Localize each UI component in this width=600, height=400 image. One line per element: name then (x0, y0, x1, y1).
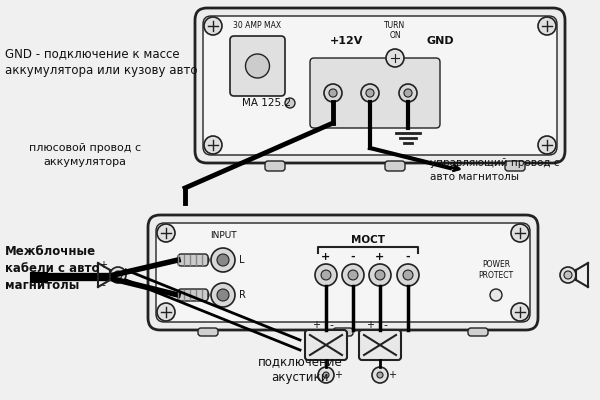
Text: -: - (350, 252, 355, 262)
Circle shape (372, 367, 388, 383)
FancyBboxPatch shape (305, 330, 347, 360)
Circle shape (114, 271, 122, 279)
FancyBboxPatch shape (198, 328, 218, 336)
Text: +: + (312, 320, 320, 330)
FancyBboxPatch shape (156, 223, 530, 322)
Circle shape (511, 224, 529, 242)
Circle shape (315, 264, 337, 286)
Circle shape (157, 224, 175, 242)
FancyBboxPatch shape (359, 330, 401, 360)
Text: управляющий провод с
авто магнитолы: управляющий провод с авто магнитолы (430, 158, 560, 182)
Text: +: + (99, 260, 107, 270)
FancyBboxPatch shape (230, 36, 285, 96)
Circle shape (560, 267, 576, 283)
Circle shape (217, 254, 229, 266)
Circle shape (564, 271, 572, 279)
Circle shape (342, 264, 364, 286)
Circle shape (329, 89, 337, 97)
Circle shape (511, 303, 529, 321)
Circle shape (348, 270, 358, 280)
FancyBboxPatch shape (195, 8, 565, 163)
Circle shape (204, 136, 222, 154)
Text: +: + (366, 320, 374, 330)
FancyBboxPatch shape (505, 161, 525, 171)
Text: +12V: +12V (331, 36, 364, 46)
Text: POWER
PROTECT: POWER PROTECT (478, 260, 514, 280)
Circle shape (386, 49, 404, 67)
Circle shape (404, 89, 412, 97)
Text: +: + (322, 252, 331, 262)
Text: -: - (383, 320, 387, 330)
Text: INPUT: INPUT (209, 231, 236, 240)
Circle shape (110, 267, 126, 283)
FancyBboxPatch shape (178, 289, 208, 301)
Text: GND: GND (426, 36, 454, 46)
Text: 30 AMP MAX: 30 AMP MAX (233, 21, 281, 30)
Circle shape (211, 283, 235, 307)
Circle shape (217, 289, 229, 301)
Circle shape (397, 264, 419, 286)
Text: TURN
ON: TURN ON (385, 20, 406, 40)
Circle shape (321, 270, 331, 280)
Circle shape (157, 303, 175, 321)
Text: GND - подключение к массе
аккумулятора или кузову авто: GND - подключение к массе аккумулятора и… (5, 47, 197, 77)
Text: МОСТ: МОСТ (351, 235, 385, 245)
Circle shape (204, 17, 222, 35)
FancyBboxPatch shape (148, 215, 538, 330)
Text: +: + (388, 370, 396, 380)
Circle shape (318, 367, 334, 383)
Text: L: L (239, 255, 245, 265)
FancyBboxPatch shape (385, 161, 405, 171)
Circle shape (245, 54, 269, 78)
FancyBboxPatch shape (333, 328, 353, 336)
Text: +: + (334, 370, 342, 380)
Circle shape (399, 84, 417, 102)
Circle shape (211, 248, 235, 272)
Circle shape (201, 256, 209, 264)
Text: МА 125.2: МА 125.2 (242, 98, 292, 108)
FancyBboxPatch shape (178, 254, 208, 266)
FancyBboxPatch shape (468, 328, 488, 336)
Circle shape (201, 291, 209, 299)
Circle shape (361, 84, 379, 102)
Circle shape (324, 84, 342, 102)
Text: Межблочные
кабели с авто
магнитолы: Межблочные кабели с авто магнитолы (5, 245, 100, 292)
Text: подключение
акустики: подключение акустики (257, 356, 343, 384)
Circle shape (403, 270, 413, 280)
Circle shape (285, 98, 295, 108)
Text: R: R (239, 290, 246, 300)
Circle shape (369, 264, 391, 286)
Circle shape (323, 372, 329, 378)
Circle shape (366, 89, 374, 97)
Circle shape (538, 136, 556, 154)
FancyBboxPatch shape (310, 58, 440, 128)
FancyBboxPatch shape (265, 161, 285, 171)
Text: плюсовой провод с
аккумулятора: плюсовой провод с аккумулятора (29, 143, 141, 166)
Text: -: - (329, 320, 333, 330)
Text: +: + (376, 252, 385, 262)
Circle shape (538, 17, 556, 35)
Text: -: - (406, 252, 410, 262)
FancyBboxPatch shape (203, 16, 557, 155)
Circle shape (490, 289, 502, 301)
Circle shape (375, 270, 385, 280)
Text: -: - (101, 280, 105, 290)
Circle shape (377, 372, 383, 378)
